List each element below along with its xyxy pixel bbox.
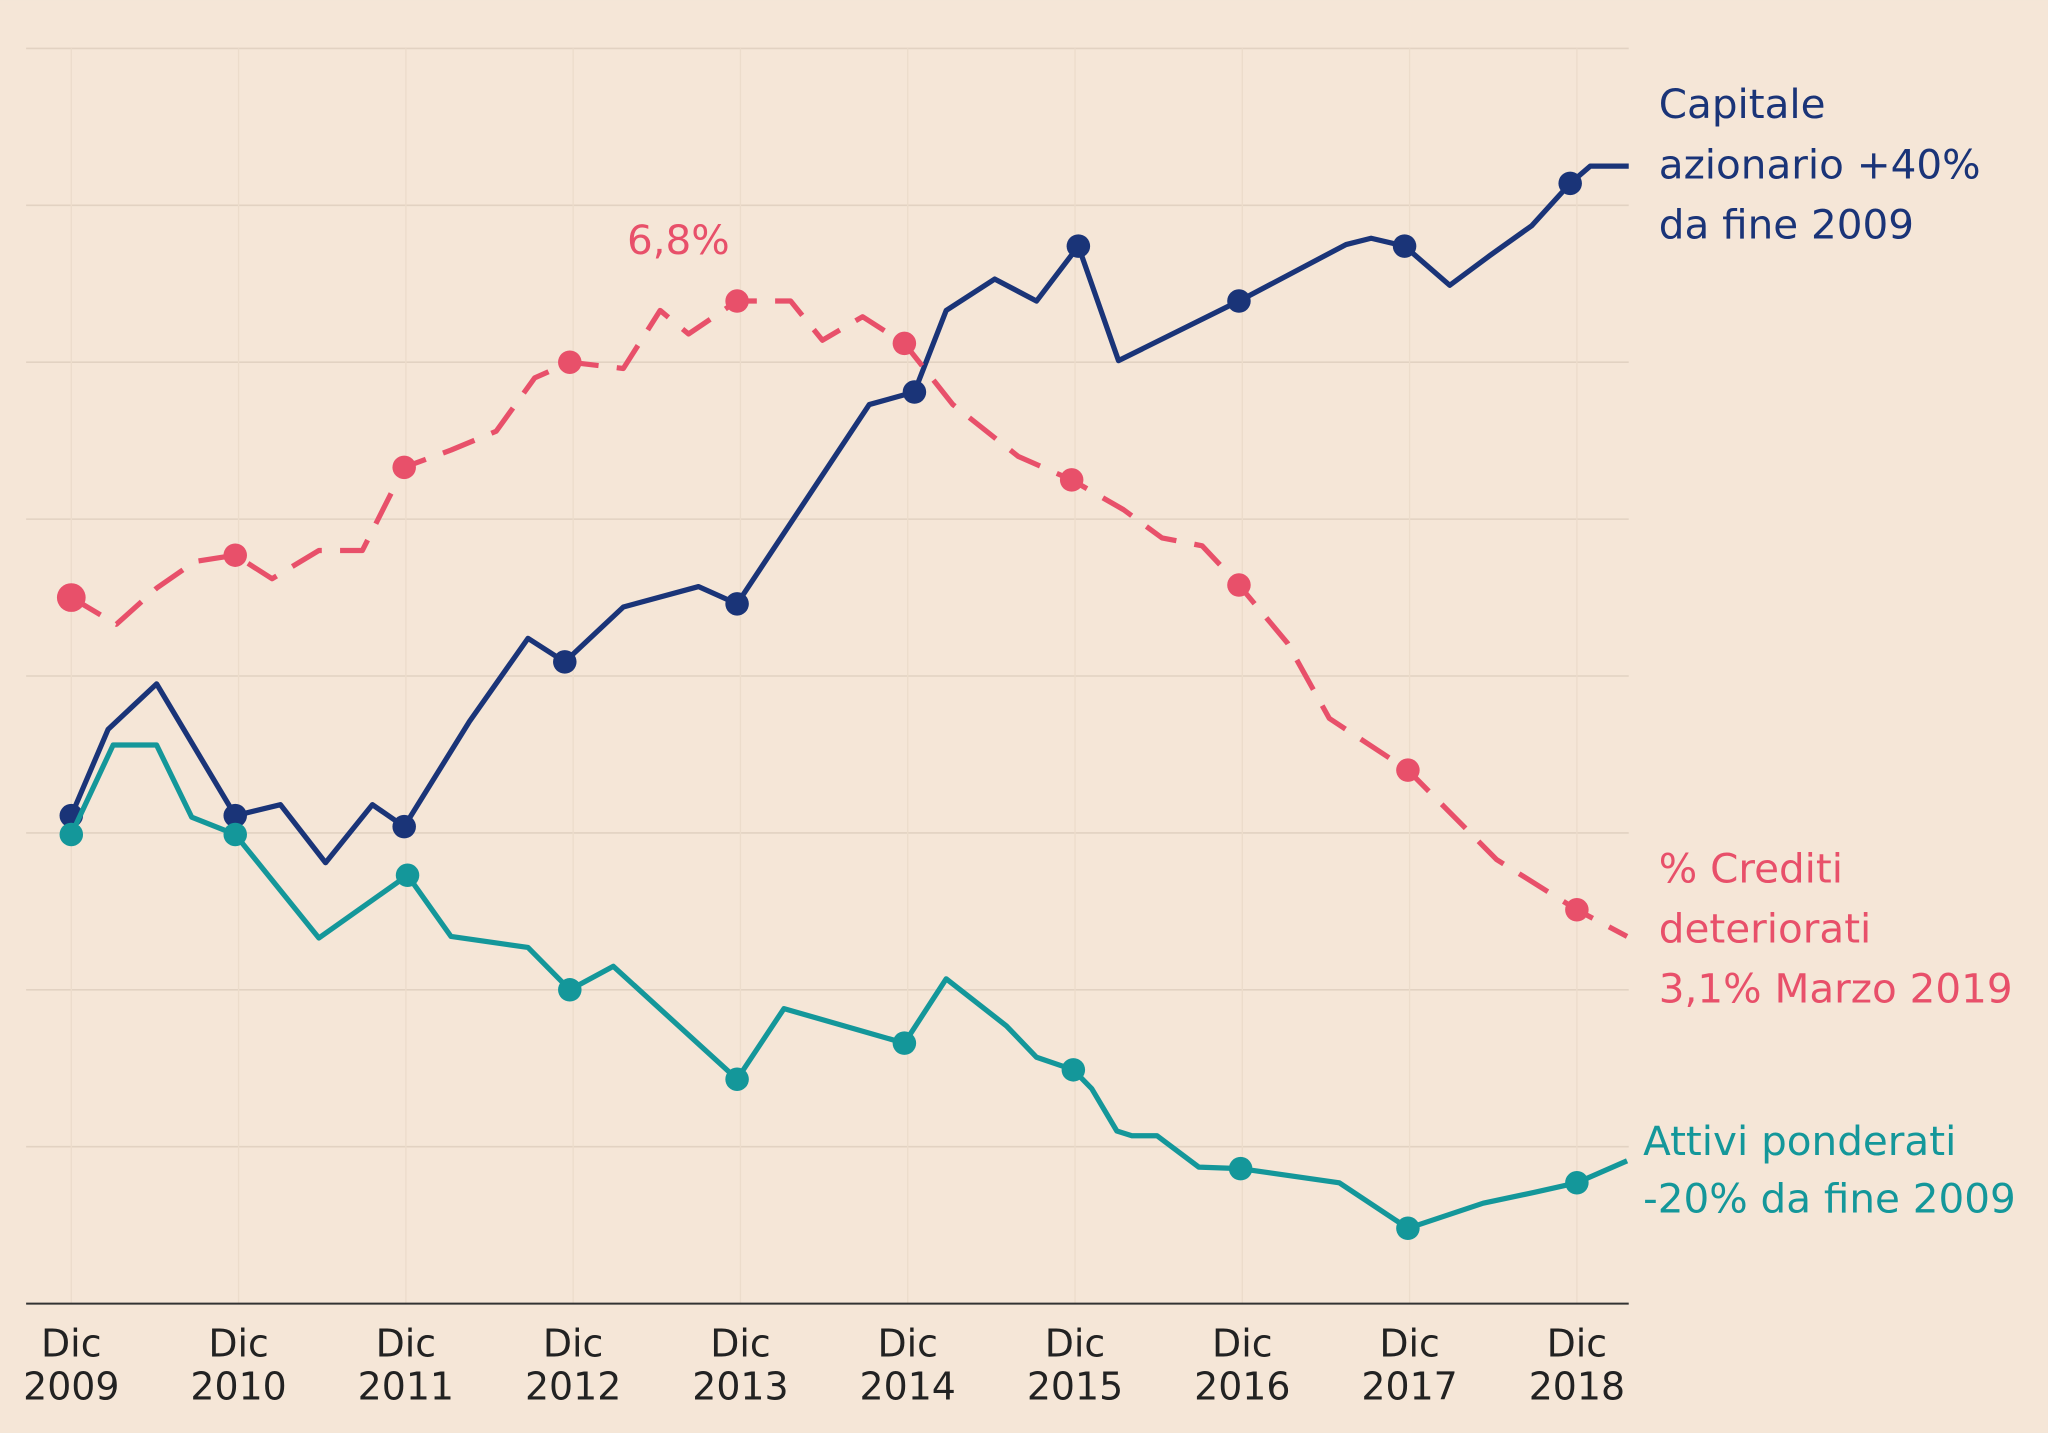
marker	[1396, 758, 1420, 782]
x-tick-label: Dic 2012	[525, 1321, 621, 1408]
marker	[725, 592, 749, 616]
marker	[59, 822, 84, 847]
marker	[1066, 234, 1091, 258]
x-tick-label: Dic 2011	[358, 1321, 454, 1408]
line	[69, 298, 1629, 939]
x-tick-label: Dic 2013	[692, 1321, 788, 1408]
marker	[553, 650, 577, 674]
marker	[1392, 234, 1417, 258]
marker	[1565, 898, 1589, 922]
x-tick-label: Dic 2018	[1529, 1321, 1625, 1408]
marker	[1059, 468, 1084, 492]
marker	[392, 814, 416, 839]
marker	[1565, 1171, 1589, 1195]
series-label: azionario +40%	[1659, 140, 1981, 188]
series-label: deteriorati	[1659, 904, 1872, 952]
series-label: -20% da fine 2009	[1643, 1175, 2016, 1223]
marker	[223, 543, 247, 567]
marker	[725, 289, 749, 313]
marker	[892, 1031, 917, 1055]
series-label: da fine 2009	[1659, 200, 1914, 248]
marker	[1061, 1058, 1086, 1082]
annotation: 6,8%	[627, 216, 730, 264]
x-tick-label: Dic 2010	[190, 1321, 286, 1408]
marker	[223, 822, 247, 847]
x-tick-label: Dic 2017	[1361, 1321, 1457, 1408]
marker	[725, 1067, 749, 1091]
x-tick-label: Dic 2015	[1027, 1321, 1123, 1408]
series-label: 3,1% Marzo 2019	[1659, 964, 2013, 1012]
marker	[56, 583, 86, 612]
x-tick-label: Dic 2014	[860, 1321, 956, 1408]
series-label: Attivi ponderati	[1643, 1117, 1956, 1165]
marker	[395, 863, 420, 888]
marker	[1396, 1216, 1420, 1241]
marker	[892, 331, 917, 356]
series-label: % Crediti	[1659, 844, 1843, 892]
x-tick-label: Dic 2009	[23, 1321, 119, 1408]
marker	[1227, 289, 1251, 313]
marker	[1558, 171, 1582, 196]
line	[68, 742, 1629, 1231]
marker	[558, 978, 582, 1002]
marker	[558, 350, 582, 374]
x-tick-label: Dic 2016	[1194, 1321, 1290, 1408]
marker	[1227, 573, 1251, 597]
marker	[902, 380, 927, 404]
series-label: Capitale	[1659, 80, 1826, 128]
marker	[1228, 1156, 1253, 1181]
marker	[392, 455, 416, 480]
marker	[223, 803, 247, 828]
